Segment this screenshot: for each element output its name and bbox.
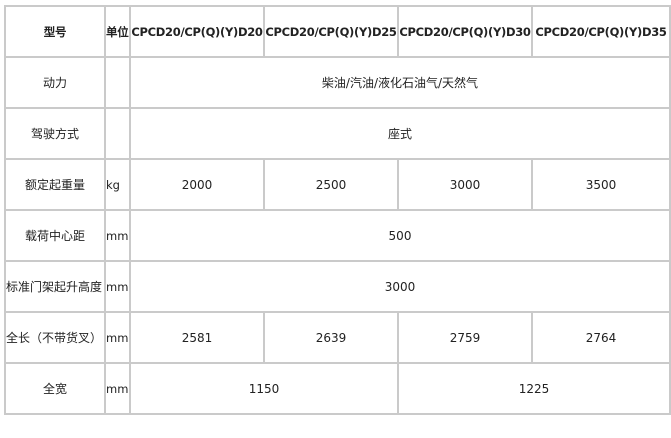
table-row: 额定起重量 kg 2000 2500 3000 3500: [4, 158, 671, 211]
row-value: 1150: [129, 362, 399, 415]
row-unit: kg: [104, 158, 131, 211]
row-value: 3000: [397, 158, 533, 211]
unit-header: 单位: [104, 5, 131, 58]
row-unit: [104, 56, 131, 109]
row-value: 1225: [397, 362, 671, 415]
row-unit: [104, 107, 131, 160]
table-row: 载荷中心距 mm 500: [4, 209, 671, 262]
model-column-header: CPCD20/CP(Q)(Y)D35: [531, 5, 671, 58]
row-label: 载荷中心距: [4, 209, 106, 262]
model-column-header: CPCD20/CP(Q)(Y)D20: [129, 5, 265, 58]
row-value: 3000: [129, 260, 671, 313]
row-value: 座式: [129, 107, 671, 160]
header-row: 型号 单位 CPCD20/CP(Q)(Y)D20 CPCD20/CP(Q)(Y)…: [4, 5, 671, 58]
row-label: 额定起重量: [4, 158, 106, 211]
row-unit: mm: [104, 209, 131, 262]
row-value: 柴油/汽油/液化石油气/天然气: [129, 56, 671, 109]
table-row: 全长（不带货叉） mm 2581 2639 2759 2764: [4, 311, 671, 364]
table-row: 标准门架起升高度 mm 3000: [4, 260, 671, 313]
model-column-header: CPCD20/CP(Q)(Y)D30: [397, 5, 533, 58]
row-value: 2000: [129, 158, 265, 211]
table-row: 驾驶方式 座式: [4, 107, 671, 160]
table-row: 动力 柴油/汽油/液化石油气/天然气: [4, 56, 671, 109]
row-value: 2764: [531, 311, 671, 364]
row-value: 2639: [263, 311, 399, 364]
row-unit: mm: [104, 260, 131, 313]
row-label: 标准门架起升高度: [4, 260, 106, 313]
row-label: 全宽: [4, 362, 106, 415]
table-row: 全宽 mm 1150 1225: [4, 362, 671, 415]
model-header: 型号: [4, 5, 106, 58]
row-unit: mm: [104, 362, 131, 415]
model-column-header: CPCD20/CP(Q)(Y)D25: [263, 5, 399, 58]
row-label: 全长（不带货叉）: [4, 311, 106, 364]
row-value: 500: [129, 209, 671, 262]
spec-table: 型号 单位 CPCD20/CP(Q)(Y)D20 CPCD20/CP(Q)(Y)…: [4, 5, 671, 415]
row-label: 动力: [4, 56, 106, 109]
row-value: 3500: [531, 158, 671, 211]
row-value: 2581: [129, 311, 265, 364]
row-unit: mm: [104, 311, 131, 364]
row-label: 驾驶方式: [4, 107, 106, 160]
row-value: 2759: [397, 311, 533, 364]
row-value: 2500: [263, 158, 399, 211]
